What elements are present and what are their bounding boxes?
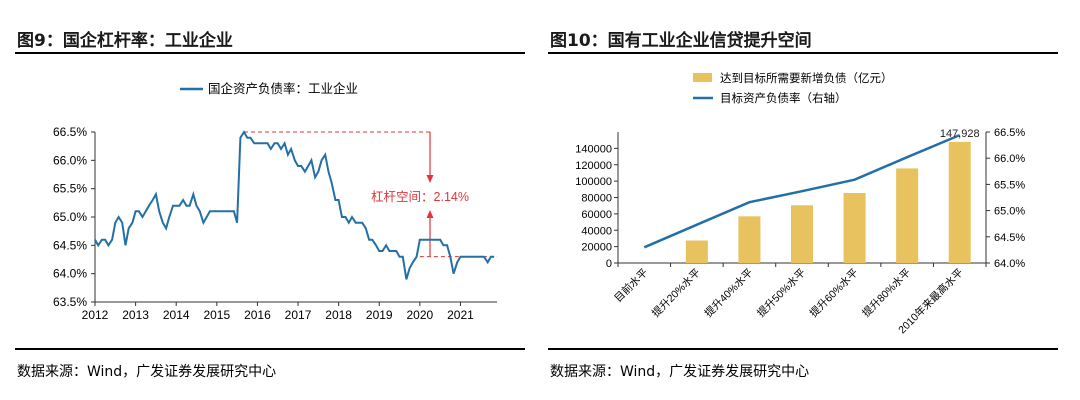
right-y-tick-label: 120000: [575, 160, 612, 172]
left-chart-title: 图9：国企杠杆率：工业企业: [17, 31, 233, 51]
right-combo-chart: 0 20000 40000 60000 80000 100000 120000 140000 6…: [575, 71, 1025, 336]
right-bar: [791, 205, 813, 263]
right-y-tick-label: 40000: [581, 225, 612, 237]
left-x-tick-label: 2012: [82, 308, 109, 322]
right-legend: 达到目标所需要新增负债（亿元） 目标资产负债率（右轴）: [693, 71, 893, 105]
right-bar: [896, 168, 919, 263]
right-legend-line-label: 目标资产负债率（右轴）: [720, 91, 847, 105]
right-chart-title: 图10：国有工业企业信贷提升空间: [550, 31, 812, 51]
left-y-tick-label: 65.5%: [53, 182, 87, 196]
left-annotation: 杠杆空间：2.14%: [244, 131, 497, 258]
right-y-tick-label: 60000: [581, 209, 612, 221]
left-x-tick-label: 2021: [447, 308, 474, 322]
left-x-tick-label: 2017: [285, 308, 312, 322]
right-max-data-label: 147,928: [940, 128, 980, 140]
right-x-tick-label: 目前水平: [612, 266, 651, 305]
right-bar: [843, 192, 866, 263]
left-legend: 国企资产负债率：工业企业: [180, 81, 358, 96]
right-x-tick-label: 提升40%水平: [703, 267, 756, 320]
left-y-tick-label: 66.0%: [53, 153, 87, 167]
left-title-rule: [15, 52, 525, 54]
left-panel: 图9：国企杠杆率：工业企业 63.5% 64.0% 64.5% 65.0% 65.5% 6…: [15, 0, 540, 400]
left-axes: 63.5% 64.0% 64.5% 65.0% 65.5% 66.0% 66.5% 2012 2…: [53, 125, 497, 322]
right-y2-tick-label: 65.0%: [994, 206, 1025, 218]
right-y-tick-label: 100000: [575, 176, 612, 188]
right-legend-bar-label: 达到目标所需要新增负债（亿元）: [720, 71, 893, 85]
left-arrow-up-head: [426, 210, 434, 218]
left-x-tick-label: 2015: [203, 308, 230, 322]
right-panel: 图10：国有工业企业信贷提升空间 0 20000 40000 60000 80000 10…: [548, 0, 1073, 400]
right-y-tick-label: 0: [606, 258, 612, 270]
right-target-ratio-line: [643, 133, 961, 249]
right-bar: [948, 141, 971, 263]
right-title-rule: [548, 52, 1058, 54]
right-bottom-rule: [548, 348, 1058, 350]
left-y-tick-label: 63.5%: [53, 295, 87, 309]
right-x-tick-label: 提升60%水平: [808, 267, 861, 320]
left-source-note: 数据来源：Wind，广发证券发展研究中心: [17, 364, 277, 380]
right-y-tick-label: 80000: [581, 193, 612, 205]
left-x-tick-label: 2014: [163, 308, 190, 322]
left-y-tick-label: 64.0%: [53, 267, 87, 281]
right-y2-tick-label: 66.5%: [994, 127, 1025, 139]
right-bar: [738, 216, 761, 263]
left-bottom-rule: [15, 348, 525, 350]
right-y2-tick-label: 66.0%: [994, 153, 1025, 165]
left-x-tick-label: 2020: [406, 308, 433, 322]
right-x-tick-label: 提升20%水平: [650, 267, 703, 320]
left-legend-label: 国企资产负债率：工业企业: [208, 81, 358, 96]
left-y-tick-label: 66.5%: [53, 125, 87, 139]
left-y-tick-label: 64.5%: [53, 238, 87, 252]
left-arrow-down-head: [426, 175, 434, 183]
left-x-tick-label: 2013: [122, 308, 149, 322]
right-source-note: 数据来源：Wind，广发证券发展研究中心: [550, 364, 810, 380]
left-y-tick-label: 65.0%: [53, 210, 87, 224]
left-line-chart: 63.5% 64.0% 64.5% 65.0% 65.5% 66.0% 66.5% 2012 2…: [53, 81, 497, 322]
left-x-tick-label: 2018: [325, 308, 352, 322]
left-series-line: [94, 130, 495, 280]
right-bars: [685, 141, 971, 263]
right-y-tick-label: 20000: [581, 242, 612, 254]
right-legend-bar-swatch: [693, 73, 712, 82]
right-x-tick-label: 提升50%水平: [755, 267, 808, 320]
right-y2-tick-label: 64.0%: [994, 258, 1025, 270]
right-x-tick-label: 提升80%水平: [860, 267, 913, 320]
leverage-space-label: 杠杆空间：2.14%: [371, 189, 469, 204]
right-y2-tick-label: 64.5%: [994, 232, 1025, 244]
right-y2-tick-label: 65.5%: [994, 179, 1025, 191]
left-x-tick-label: 2019: [366, 308, 393, 322]
left-x-tick-label: 2016: [244, 308, 271, 322]
right-bar: [685, 240, 708, 263]
right-y-tick-label: 140000: [575, 143, 612, 155]
